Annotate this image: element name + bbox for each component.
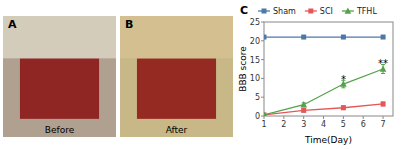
- legend-item: Sham: [258, 7, 296, 16]
- x-tick: [343, 116, 344, 119]
- line-chart: C05101520251234567Time(Day)BBB score***S…: [238, 4, 393, 145]
- legend-marker: [262, 9, 267, 14]
- photo-wound: [20, 58, 99, 119]
- data-point: [301, 35, 306, 40]
- plot-frame: [264, 22, 393, 116]
- y-axis-label: BBB score: [238, 46, 248, 92]
- series-line: [264, 104, 383, 115]
- panel-label: A: [8, 18, 17, 31]
- data-point: [341, 35, 346, 40]
- panel-label: B: [125, 18, 133, 31]
- annotation: *: [341, 74, 346, 85]
- x-tick: [283, 116, 284, 119]
- y-tick-label: 10: [250, 74, 260, 83]
- error-bar: [341, 106, 345, 110]
- photo-body: [3, 16, 116, 58]
- data-point: [300, 101, 307, 107]
- photo-background: [120, 16, 233, 137]
- y-tick: [261, 97, 264, 98]
- photo-panel: B After: [120, 16, 233, 137]
- legend-item: TFHL: [342, 7, 378, 16]
- series-line: [264, 36, 383, 37]
- legend-label: SCI: [320, 7, 333, 16]
- panel-caption: Before: [45, 125, 75, 135]
- x-tick: [264, 116, 265, 119]
- annotation: **: [378, 58, 388, 69]
- y-tick-label: 20: [250, 37, 260, 46]
- legend-label: TFHL: [356, 7, 378, 16]
- y-tick-label: 5: [255, 93, 260, 102]
- x-axis-label: Time(Day): [304, 135, 352, 145]
- figure: A Before B After C 0 5 10 15 20 25 1 2 3 4 5 6 7 Time(Day)…: [0, 0, 401, 149]
- photo-panel: A Before: [3, 16, 116, 137]
- legend-marker: [308, 9, 313, 14]
- y-tick-label: 25: [250, 18, 260, 27]
- x-tick: [363, 116, 364, 119]
- x-tick-label: 3: [301, 120, 306, 129]
- x-tick: [323, 116, 324, 119]
- y-tick: [261, 78, 264, 79]
- photo-background: [3, 16, 116, 137]
- x-tick-label: 7: [381, 120, 386, 129]
- data-point: [341, 105, 346, 110]
- data-point: [264, 111, 267, 116]
- x-tick-label: 1: [261, 120, 266, 129]
- series-line: [264, 69, 383, 115]
- x-tick-label: 4: [321, 120, 326, 129]
- data-point: [381, 101, 386, 106]
- x-tick-label: 5: [341, 120, 346, 129]
- legend: Sham SCI TFHL: [258, 7, 377, 16]
- legend-marker: [345, 7, 352, 13]
- legend-label: Sham: [273, 7, 296, 16]
- y-tick: [261, 22, 264, 23]
- photo-body: [120, 16, 233, 58]
- x-tick-label: 6: [361, 120, 366, 129]
- photo-wound: [137, 58, 216, 119]
- panel-caption: After: [166, 125, 188, 135]
- y-tick: [261, 40, 264, 41]
- chart-title: C: [240, 4, 248, 17]
- data-point: [264, 35, 267, 40]
- error-bar: [381, 102, 385, 106]
- y-tick-label: 15: [250, 56, 260, 65]
- data-point: [381, 35, 386, 40]
- y-tick-label: 0: [255, 112, 260, 121]
- data-point: [301, 108, 306, 113]
- legend-item: SCI: [305, 7, 333, 16]
- y-tick: [261, 59, 264, 60]
- error-bar: [302, 109, 306, 112]
- x-tick-label: 2: [281, 120, 286, 129]
- x-tick: [303, 116, 304, 119]
- data-area: [264, 35, 386, 116]
- x-tick: [383, 116, 384, 119]
